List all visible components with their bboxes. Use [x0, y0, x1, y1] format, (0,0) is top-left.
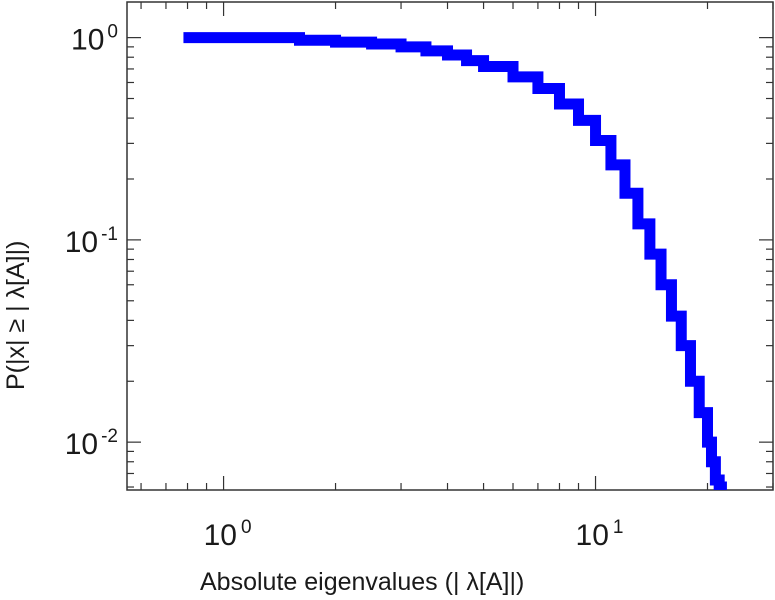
y-tick-label: 10 -2 — [65, 426, 118, 461]
x-axis-label: Absolute eigenvalues (| λ[A]|) — [200, 568, 524, 596]
x-tick-label: 10 1 — [576, 517, 624, 552]
axis-ticks — [127, 2, 774, 490]
plot-frame — [126, 1, 774, 491]
x-tick-label: 10 0 — [204, 517, 252, 552]
series-line — [183, 32, 727, 490]
y-tick-label: 10 0 — [71, 22, 118, 57]
y-axis-label: P(|x| ≥ | λ[A]|) — [2, 241, 30, 390]
y-tick-label: 10 -1 — [65, 224, 118, 259]
data-series — [183, 32, 727, 490]
